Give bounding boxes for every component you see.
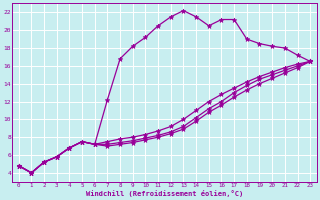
- X-axis label: Windchill (Refroidissement éolien,°C): Windchill (Refroidissement éolien,°C): [86, 190, 243, 197]
